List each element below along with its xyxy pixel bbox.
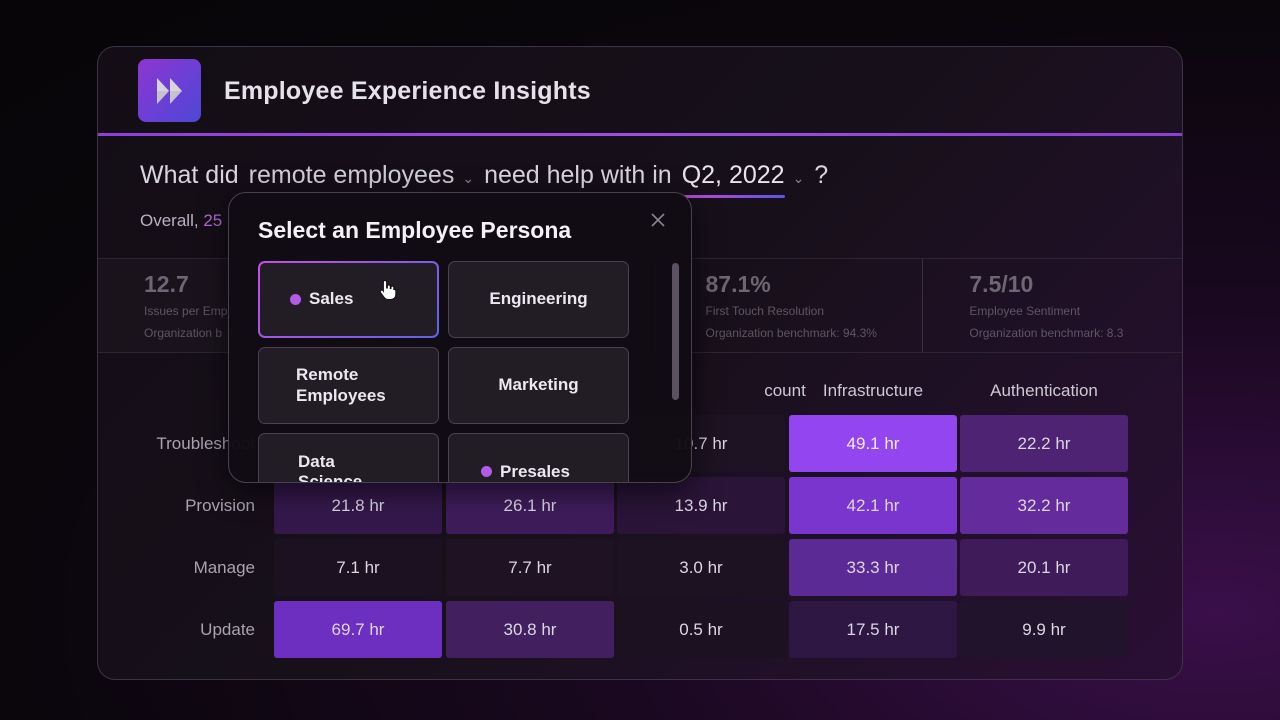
stat-label: Issues per Emp: [144, 304, 228, 318]
persona-option-presales[interactable]: Presales: [448, 433, 629, 482]
stat-issues-per-employee: 12.7 Issues per Emp Organization b: [98, 259, 357, 352]
stat-employee-sentiment: 7.5/10 Employee Sentiment Organization b…: [922, 259, 1182, 352]
overall-highlight: 25: [203, 211, 223, 230]
persona-option-remote-employees[interactable]: Remote Employees: [258, 347, 439, 424]
heatmap-cell[interactable]: 7.1 hr: [274, 539, 442, 596]
heatmap-cell[interactable]: 69.7 hr: [274, 601, 442, 658]
persona-option-marketing[interactable]: Marketing: [448, 347, 629, 424]
stat-benchmark: Organization benchmark: 8.3: [969, 326, 1124, 340]
heatmap-cell[interactable]: 3.0 hr: [617, 539, 785, 596]
selected-dot-icon: [290, 294, 301, 305]
persona-label: Data Science: [298, 452, 363, 483]
persona-label: Remote Employees: [296, 365, 386, 405]
heatmap-cell[interactable]: 13.9 hr: [617, 477, 785, 534]
persona-option-data-science[interactable]: Data Science: [258, 433, 439, 483]
header-divider: [98, 133, 1182, 136]
heatmap-cell[interactable]: 7.7 hr: [446, 539, 614, 596]
stat-label: Employee Sentiment: [969, 304, 1081, 318]
column-header-account: count: [764, 381, 806, 400]
overall-prefix: Overall,: [140, 211, 199, 230]
heatmap-cell[interactable]: 17.5 hr: [789, 601, 957, 658]
persona-dropdown-value: remote employees: [248, 161, 455, 189]
persona-label: Presales: [500, 462, 570, 481]
heatmap-cell[interactable]: 20.1 hr: [960, 539, 1128, 596]
stat-benchmark: Organization b: [144, 326, 223, 340]
period-dropdown-value: Q2, 2022: [681, 161, 785, 198]
heatmap-cell[interactable]: 22.2 hr: [960, 415, 1128, 472]
question-prefix: What did: [140, 161, 239, 189]
heatmap-cell[interactable]: 49.1 hr: [789, 415, 957, 472]
row-header-update: Update: [200, 620, 255, 639]
stats-row: 12.7 Issues per Emp Organization b 87.1%…: [98, 258, 1182, 353]
stat-first-touch-resolution: 87.1% First Touch Resolution Organizatio…: [654, 259, 923, 352]
question-suffix: ?: [814, 161, 829, 189]
row-header-provision: Provision: [185, 496, 255, 515]
selected-dot-icon: [481, 466, 492, 477]
overall-summary: Overall, 25: [140, 211, 222, 231]
stat-label: First Touch Resolution: [705, 304, 825, 318]
heatmap-cell[interactable]: 0.5 hr: [617, 601, 785, 658]
hand-cursor-icon: [379, 279, 397, 300]
persona-dropdown[interactable]: remote employees ⌄: [249, 161, 474, 190]
persona-label: Sales: [309, 289, 354, 309]
column-header-authentication: Authentication: [990, 381, 1098, 400]
question-sentence: What did remote employees ⌄ need help wi…: [140, 161, 829, 198]
close-icon: [651, 213, 665, 227]
persona-option-engineering[interactable]: Engineering: [448, 261, 629, 338]
stat-value: 7.5/10: [969, 271, 1034, 297]
stat-benchmark: Organization benchmark: 94.3%: [705, 326, 877, 340]
heatmap-cell[interactable]: 32.2 hr: [960, 477, 1128, 534]
heatmap-cell[interactable]: 9.9 hr: [960, 601, 1128, 658]
column-header-infrastructure: Infrastructure: [822, 381, 924, 400]
row-header-manage: Manage: [193, 558, 255, 577]
heatmap-cell[interactable]: 33.3 hr: [789, 539, 957, 596]
app-logo: [138, 59, 201, 122]
heatmap-cell[interactable]: 30.8 hr: [446, 601, 614, 658]
stat-value: 12.7: [144, 271, 189, 297]
heatmap-cell[interactable]: 42.1 hr: [789, 477, 957, 534]
period-dropdown[interactable]: Q2, 2022 ⌄: [681, 161, 805, 198]
chevron-down-icon: ⌄: [462, 170, 475, 186]
persona-label: Engineering: [489, 289, 588, 309]
persona-option-sales[interactable]: Sales: [258, 261, 439, 338]
modal-title: Select an Employee Persona: [258, 217, 572, 243]
close-button[interactable]: [647, 209, 669, 231]
insights-panel: Employee Experience Insights What did re…: [97, 46, 1183, 680]
persona-label: Marketing: [498, 375, 579, 395]
heatmap-cell[interactable]: 21.8 hr: [274, 477, 442, 534]
stat-value: 87.1%: [705, 271, 771, 297]
chevron-down-icon: ⌄: [792, 170, 805, 186]
fast-forward-icon: [156, 77, 182, 104]
heatmap-cell[interactable]: 26.1 hr: [446, 477, 614, 534]
question-middle: need help with in: [484, 161, 672, 189]
header: Employee Experience Insights: [98, 47, 1182, 136]
app-title: Employee Experience Insights: [224, 77, 591, 105]
persona-modal: Select an Employee Persona Sales Enginee…: [228, 192, 692, 483]
modal-scrollbar[interactable]: [672, 263, 679, 400]
